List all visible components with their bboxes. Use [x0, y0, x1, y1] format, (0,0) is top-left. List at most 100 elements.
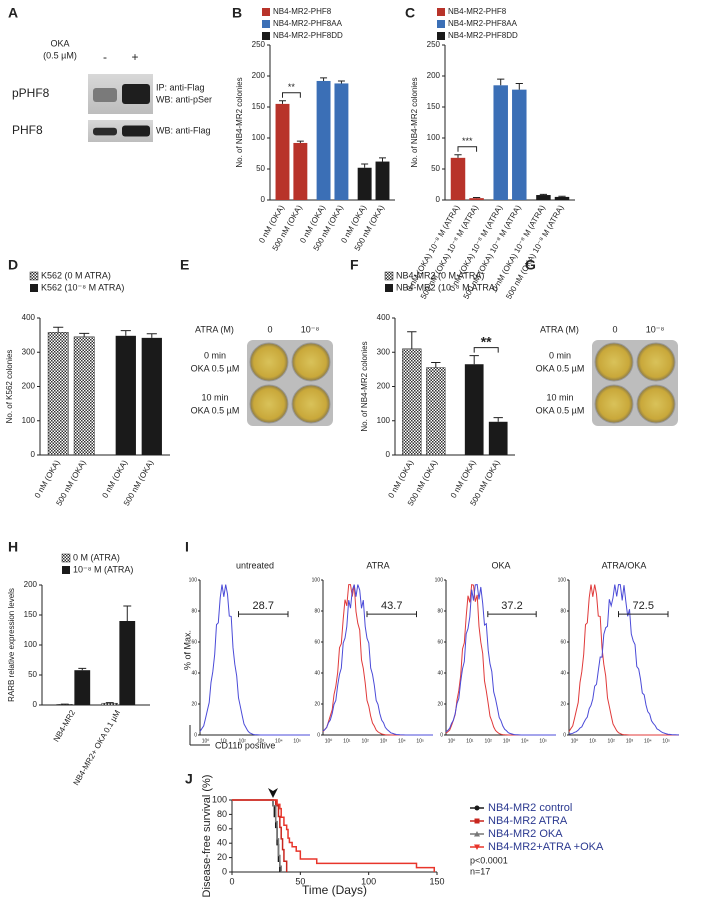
plate-column: 10⁻⁸: [301, 324, 320, 334]
y-tick-label: 80: [191, 608, 197, 614]
bar: [293, 142, 308, 200]
plate-well: [291, 384, 331, 424]
legend-swatch: [262, 8, 270, 16]
x-axis-label: Time (Days): [302, 883, 367, 897]
flow-title: OKA: [491, 560, 510, 570]
flow-title: untreated: [236, 560, 274, 570]
y-tick-label: 80: [437, 608, 443, 614]
gate-value: 37.2: [501, 600, 522, 612]
y-axis-label: No. of K562 colonies: [5, 350, 14, 424]
legend-swatch: [437, 20, 445, 28]
error-bar: [472, 197, 481, 199]
y-tick-label: 200: [22, 382, 36, 391]
y-tick-label: 300: [22, 347, 36, 356]
row-annotation: WB: anti-pSer: [156, 94, 212, 104]
gate: [618, 611, 669, 618]
significance-bracket: [473, 347, 499, 353]
legend-label: NB4-MR2 ATRA: [488, 815, 568, 827]
y-tick-label: 20: [191, 701, 197, 707]
survival-curve: [232, 799, 281, 872]
bar: [512, 89, 527, 200]
x-tick-label: 10³: [503, 738, 511, 744]
x-tick-label: 10²: [485, 738, 493, 744]
gate-value: 43.7: [381, 600, 402, 612]
flow-histogram: [322, 584, 433, 736]
bar: [375, 161, 390, 200]
legend-label: NB4-MR2 OKA: [488, 828, 563, 840]
x-axis-label: CD11b positive: [215, 740, 275, 750]
survival-curve: [232, 799, 282, 872]
error-bar: [320, 77, 328, 81]
y-axis-label: RARB relative expression levels: [7, 588, 16, 702]
y-axis-label: No. of NB4-MR2 colonies: [410, 77, 419, 167]
y-axis-label: Disease-free survival (%): [201, 775, 213, 898]
legend-label: NB4-MR2 (10⁻⁸ M ATRA): [396, 282, 498, 292]
plate-well: [249, 384, 289, 424]
bar: [402, 348, 422, 456]
significance-label: ***: [462, 136, 473, 146]
panel-letter: G: [525, 257, 536, 273]
error-bar: [515, 82, 523, 90]
x-tick-label: 10⁰: [571, 738, 579, 744]
error-bar: [454, 154, 462, 158]
flow-title: ATRA: [366, 560, 389, 570]
legend-swatch: [437, 8, 445, 16]
x-tick-label: 10²: [608, 738, 616, 744]
panel-letter: I: [185, 539, 189, 555]
y-tick-label: 50: [256, 164, 265, 173]
plate-row-label: 10 min: [201, 392, 228, 402]
plate-row-label: OKA 0.5 µM: [191, 363, 240, 373]
plate-axis-label: ATRA (M): [540, 324, 579, 334]
significance-label: **: [481, 333, 492, 349]
error-bar: [279, 100, 286, 104]
error-bar: [79, 332, 90, 337]
flow-histogram: [199, 584, 310, 736]
legend-swatch: [262, 32, 270, 40]
legend-label: 10⁻⁸ M (ATRA): [73, 564, 133, 574]
error-bar: [78, 667, 87, 671]
error-bar: [431, 362, 441, 368]
y-tick-label: 60: [191, 639, 197, 645]
panel-letter: H: [8, 539, 18, 555]
x-tick-label: 10⁰: [448, 738, 456, 744]
legend-label: NB4-MR2-PHF8AA: [448, 19, 518, 28]
y-tick-label: 80: [560, 608, 566, 614]
row-label: pPHF8: [12, 86, 50, 100]
plate-row-label: 0 min: [204, 350, 226, 360]
significance-bracket: [457, 146, 478, 152]
plate-column: 0: [612, 324, 617, 334]
y-tick-label: 100: [189, 577, 198, 583]
plate-row-label: OKA 0.5 µM: [536, 363, 585, 373]
x-tick-label: 0 nM (OKA): [33, 458, 62, 499]
y-tick-label: 80: [217, 809, 227, 819]
bar: [464, 364, 484, 455]
plate-well: [291, 342, 331, 382]
error-bar: [105, 702, 114, 704]
bar: [426, 367, 446, 456]
y-tick-label: 200: [377, 382, 391, 391]
plate-well: [594, 342, 634, 382]
legend-swatch: [61, 553, 71, 563]
y-tick-label: 0: [386, 450, 391, 459]
error-bar: [146, 333, 157, 338]
panel-letter: J: [185, 771, 193, 787]
legend-label: NB4-MR2-PHF8: [273, 7, 332, 16]
panel-letter: D: [8, 257, 18, 273]
error-bar: [493, 417, 503, 422]
panel-letter: E: [180, 257, 189, 273]
significance-bracket: [282, 92, 301, 98]
bar: [316, 80, 331, 200]
y-tick-label: 80: [314, 608, 320, 614]
bar: [469, 198, 484, 200]
plate-column: 0: [267, 324, 272, 334]
error-bar: [337, 80, 345, 84]
y-tick-label: 0: [563, 732, 566, 738]
gate: [238, 611, 289, 618]
y-tick-label: 400: [377, 313, 391, 322]
x-tick-label: 10⁵: [539, 738, 547, 744]
y-tick-label: 40: [560, 670, 566, 676]
legend-swatch: [437, 32, 445, 40]
y-tick-label: 0: [31, 450, 36, 459]
y-tick-label: 40: [437, 670, 443, 676]
y-tick-label: 100: [377, 416, 391, 425]
